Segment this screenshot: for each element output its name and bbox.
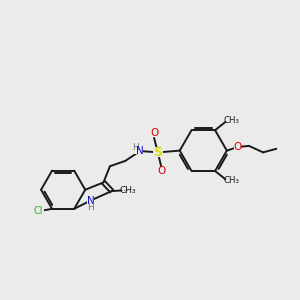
Text: O: O	[150, 128, 158, 138]
FancyBboxPatch shape	[87, 198, 94, 205]
Text: H: H	[132, 143, 139, 152]
FancyBboxPatch shape	[234, 143, 241, 150]
FancyBboxPatch shape	[157, 167, 165, 175]
Text: N: N	[87, 196, 95, 206]
Text: CH₃: CH₃	[224, 176, 240, 185]
FancyBboxPatch shape	[150, 129, 158, 136]
Text: S: S	[153, 146, 162, 159]
Text: CH₃: CH₃	[119, 186, 136, 195]
Text: O: O	[157, 167, 165, 176]
FancyBboxPatch shape	[153, 147, 163, 157]
FancyBboxPatch shape	[32, 208, 44, 215]
Text: Cl: Cl	[34, 206, 43, 216]
Text: CH₃: CH₃	[224, 116, 240, 125]
Text: N: N	[136, 146, 144, 156]
Text: H: H	[88, 203, 94, 212]
Text: methyl: methyl	[123, 189, 128, 190]
Text: O: O	[233, 142, 242, 152]
FancyBboxPatch shape	[132, 145, 143, 154]
